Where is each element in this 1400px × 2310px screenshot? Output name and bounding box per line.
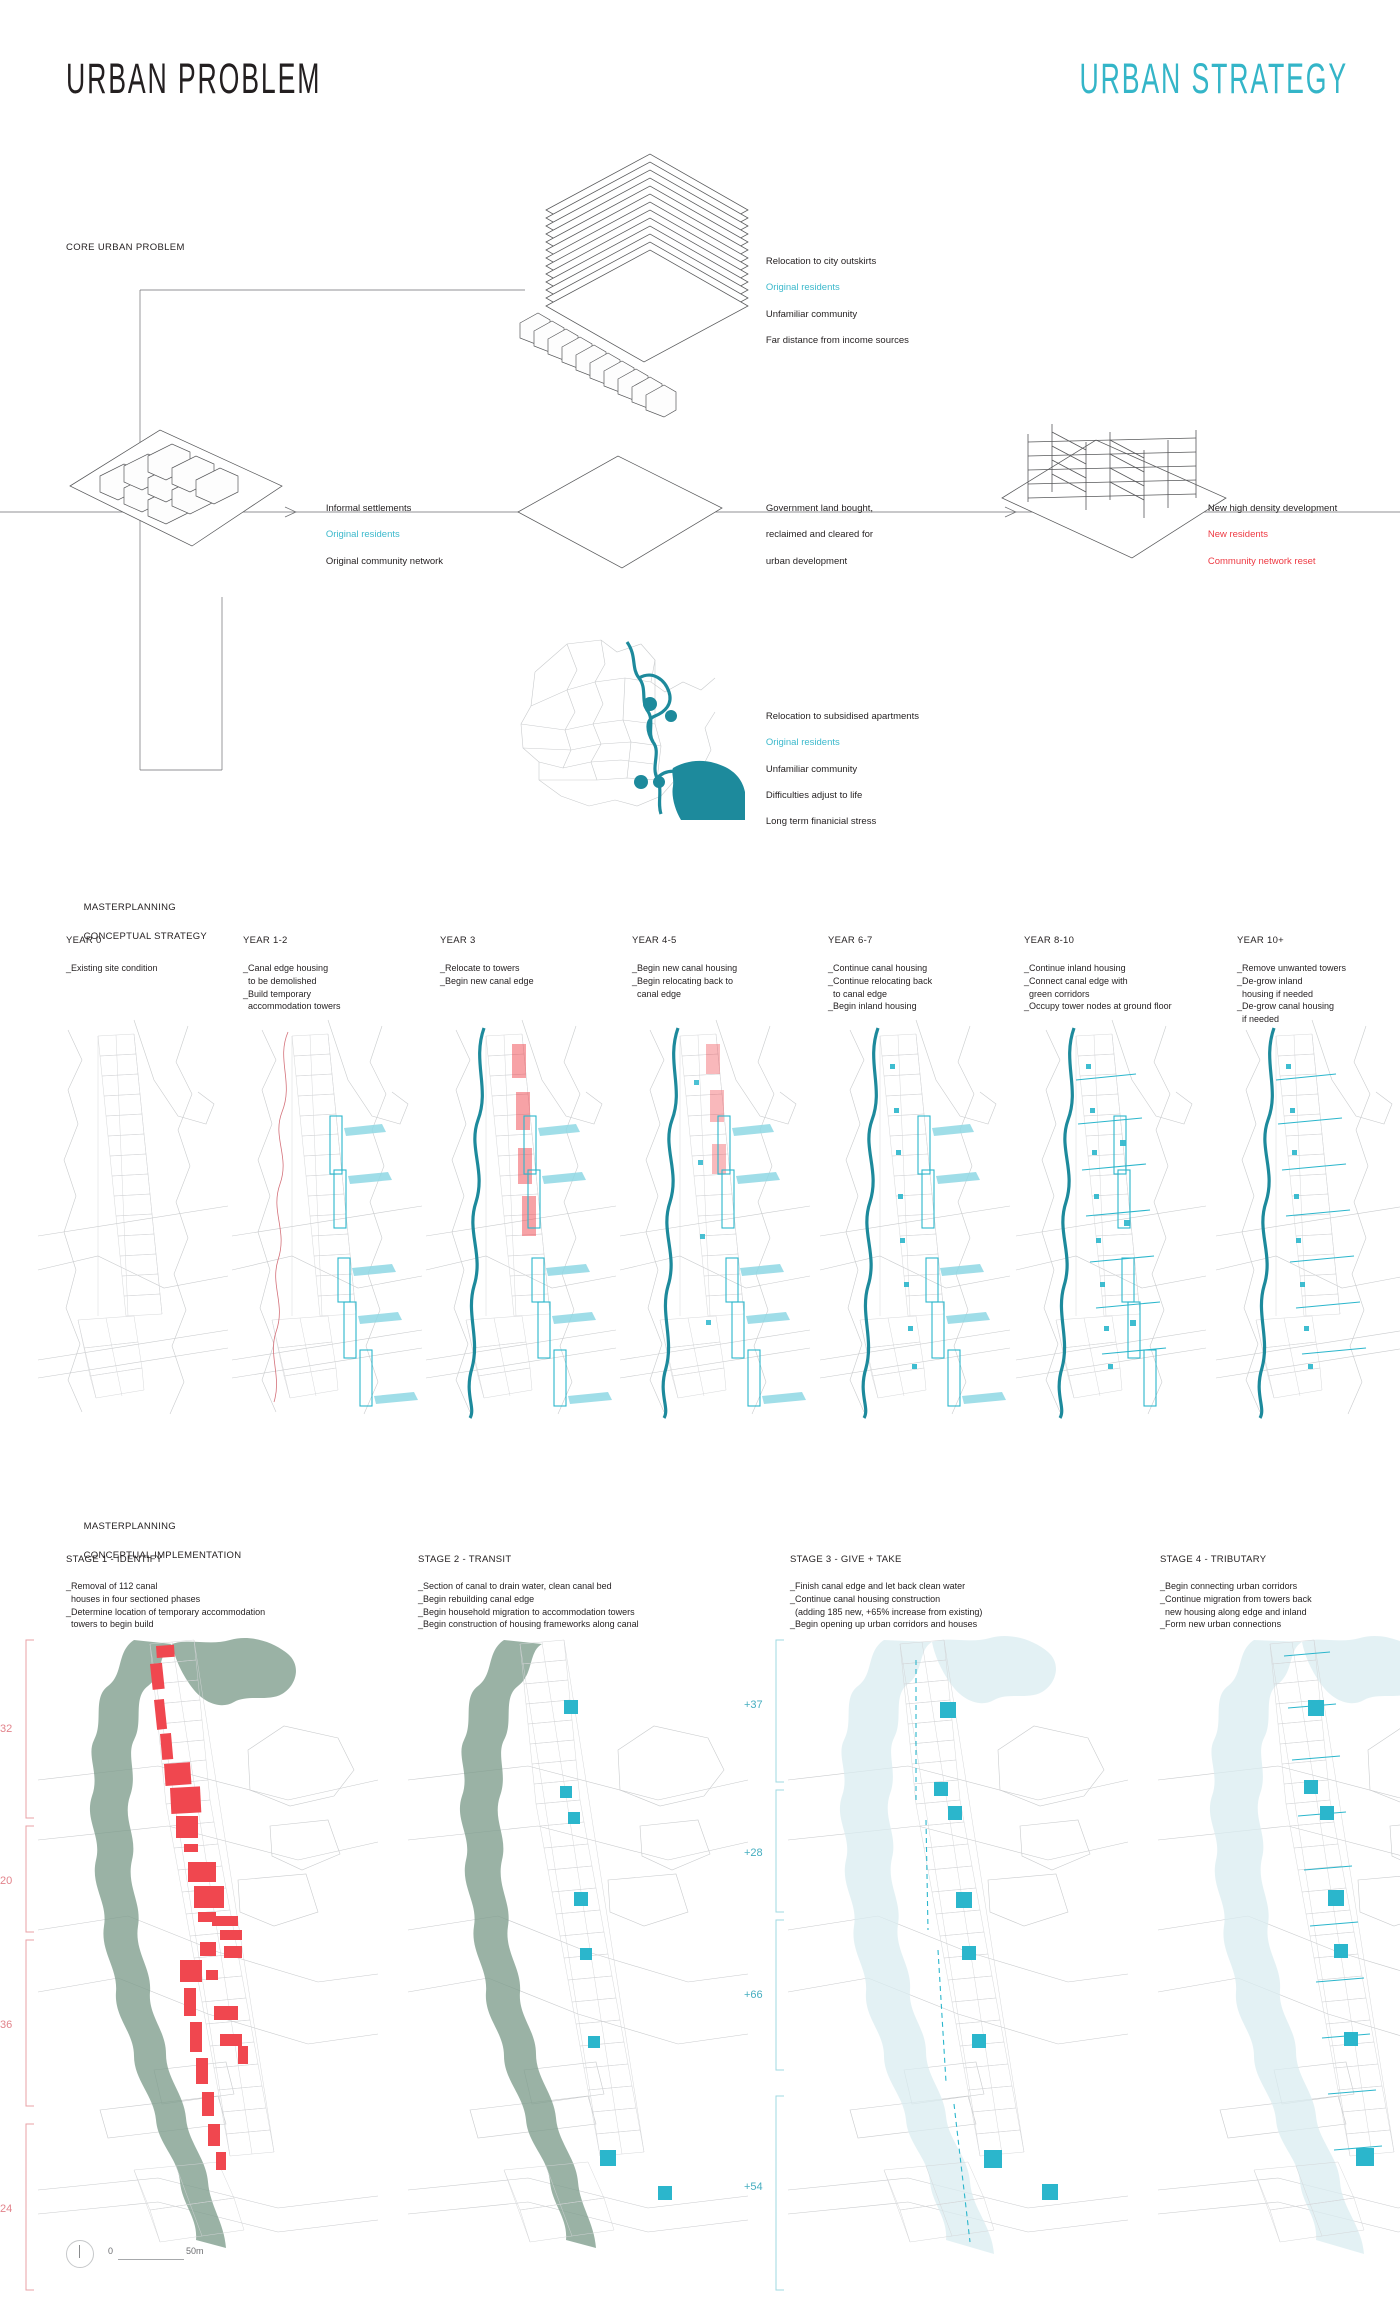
strategy-col-body-4: _Continue canal housing _Continue reloca… — [828, 963, 933, 1012]
strategy-col-head-2: YEAR 3 — [440, 935, 476, 946]
strategy-heading-line2: CONCEPTUAL STRATEGY — [83, 930, 208, 942]
stage-map-4-tributary — [1157, 1635, 1400, 2254]
strategy-heading: MASTERPLANNING CONCEPTUAL STRATEGY — [66, 887, 207, 958]
strategy-col-body-5: _Continue inland housing _Connect canal … — [1024, 963, 1172, 1012]
addition-count-3: +54 — [744, 2181, 763, 2193]
label-block-new-development: New high density development New residen… — [1192, 489, 1337, 581]
isometric-new-development — [1001, 424, 1227, 559]
label-line: reclaimed and cleared for — [765, 529, 874, 541]
label-line-highlight: New residents — [1207, 529, 1269, 541]
strategy-timeline-maps — [37, 1019, 1400, 1419]
north-arrow-icon — [66, 2240, 94, 2268]
timeline-map-year-8-10 — [1015, 1019, 1207, 1419]
strategy-col-head-3: YEAR 4-5 — [632, 935, 677, 946]
strategy-col-head-6: YEAR 10+ — [1237, 935, 1285, 946]
addition-count-1: +28 — [744, 1847, 763, 1859]
page-title-urban-problem: URBAN PROBLEM — [66, 55, 322, 103]
timeline-map-year-6-7 — [819, 1019, 1011, 1419]
scale-bar-line — [118, 2259, 184, 2260]
stage-map-3-give-take: +37 +28 +66 +54 — [744, 1635, 1129, 2291]
label-line: Original community network — [325, 555, 444, 567]
stage-head-2: STAGE 2 - TRANSIT — [418, 1554, 512, 1565]
label-block-cleared: Government land bought, reclaimed and cl… — [750, 489, 873, 581]
implementation-heading: MASTERPLANNING CONCEPTUAL IMPLEMENTATION — [66, 1506, 241, 1577]
label-line: Relocation to city outskirts — [765, 256, 877, 268]
implementation-stage-maps: 32 20 36 24 — [0, 1635, 1400, 2291]
label-line: Government land bought, — [765, 503, 874, 515]
label-line: Far distance from income sources — [765, 334, 909, 346]
timeline-map-year-0 — [37, 1019, 229, 1415]
phase-count-3: 24 — [0, 2203, 12, 2215]
core-urban-problem-label: CORE URBAN PROBLEM — [66, 242, 185, 253]
strategy-col-head-0: YEAR 0 — [66, 935, 102, 946]
city-district-map — [520, 639, 745, 820]
strategy-col-body-3: _Begin new canal housing _Begin relocati… — [632, 963, 738, 999]
phase-count-1: 20 — [0, 1875, 12, 1887]
label-line: Difficulties adjust to life — [765, 789, 863, 801]
phase-count-2: 36 — [0, 2019, 12, 2031]
implementation-heading-line2: CONCEPTUAL IMPLEMENTATION — [83, 1549, 242, 1561]
label-line: Unfamiliar community — [765, 308, 858, 320]
isometric-informal-settlement — [69, 429, 283, 547]
isometric-cleared-parcel — [517, 455, 723, 569]
label-block-subsidised: Relocation to subsidised apartments Orig… — [750, 697, 919, 841]
stage-map-2-transit — [407, 1639, 749, 2248]
strategy-heading-line1: MASTERPLANNING — [83, 902, 176, 914]
isometric-tower-stack — [519, 153, 749, 418]
label-line: Unfamiliar community — [765, 763, 858, 775]
label-line-highlight: Community network reset — [1207, 555, 1316, 567]
label-line-highlight: Original residents — [325, 529, 400, 541]
addition-count-2: +66 — [744, 1989, 763, 2001]
stage-map-1-identify: 32 20 36 24 — [0, 1637, 379, 2291]
strategy-col-head-1: YEAR 1-2 — [243, 935, 288, 946]
implementation-heading-line1: MASTERPLANNING — [83, 1521, 176, 1533]
stage-body-3: _Finish canal edge and let back clean wa… — [790, 1581, 983, 1630]
label-line-highlight: Original residents — [765, 737, 840, 749]
stage-body-2: _Section of canal to drain water, clean … — [418, 1581, 639, 1630]
label-line: New high density development — [1207, 503, 1338, 515]
timeline-map-year-4-5 — [619, 1019, 811, 1419]
strategy-col-head-4: YEAR 6-7 — [828, 935, 873, 946]
label-block-towers: Relocation to city outskirts Original re… — [750, 242, 909, 360]
timeline-map-year-1-2 — [231, 1019, 423, 1415]
phase-count-0: 32 — [0, 1723, 12, 1735]
stage-body-1: _Removal of 112 canal houses in four sec… — [66, 1581, 266, 1630]
stage-head-3: STAGE 3 - GIVE + TAKE — [790, 1554, 902, 1565]
scale-zero-label: 0 — [108, 2246, 114, 2256]
strategy-col-body-2: _Relocate to towers _Begin new canal edg… — [440, 963, 534, 986]
strategy-col-body-6: _Remove unwanted towers _De-grow inland … — [1237, 963, 1347, 1025]
strategy-col-body-1: _Canal edge housing to be demolished _Bu… — [243, 963, 341, 1012]
label-line-highlight: Original residents — [765, 282, 840, 294]
strategy-col-head-5: YEAR 8-10 — [1024, 935, 1075, 946]
stage-head-1: STAGE 1 - IDENTIFY — [66, 1554, 163, 1565]
timeline-map-year-10-plus — [1215, 1019, 1400, 1419]
strategy-col-body-0: _Existing site condition — [66, 963, 158, 973]
label-line: Informal settlements — [325, 503, 412, 515]
stage-head-4: STAGE 4 - TRIBUTARY — [1160, 1554, 1267, 1565]
scale-max-label: 50m — [186, 2246, 204, 2256]
label-line: Long term finanicial stress — [765, 815, 877, 827]
label-line: urban development — [765, 555, 848, 567]
stage-body-4: _Begin connecting urban corridors _Conti… — [1160, 1581, 1312, 1630]
addition-count-0: +37 — [744, 1699, 763, 1711]
timeline-map-year-3 — [425, 1019, 617, 1419]
label-block-informal: Informal settlements Original residents … — [310, 489, 443, 581]
page-title-urban-strategy: URBAN STRATEGY — [1079, 55, 1348, 103]
label-line: Relocation to subsidised apartments — [765, 711, 919, 723]
